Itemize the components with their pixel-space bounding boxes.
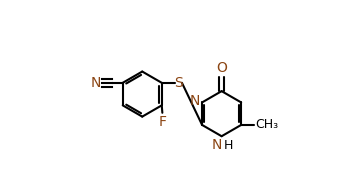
Text: S: S — [174, 76, 183, 90]
Text: CH₃: CH₃ — [255, 118, 278, 132]
Text: H: H — [223, 139, 233, 152]
Text: F: F — [159, 115, 167, 129]
Text: N: N — [190, 94, 200, 108]
Text: N: N — [90, 76, 101, 90]
Text: O: O — [216, 62, 227, 75]
Text: N: N — [211, 138, 222, 152]
